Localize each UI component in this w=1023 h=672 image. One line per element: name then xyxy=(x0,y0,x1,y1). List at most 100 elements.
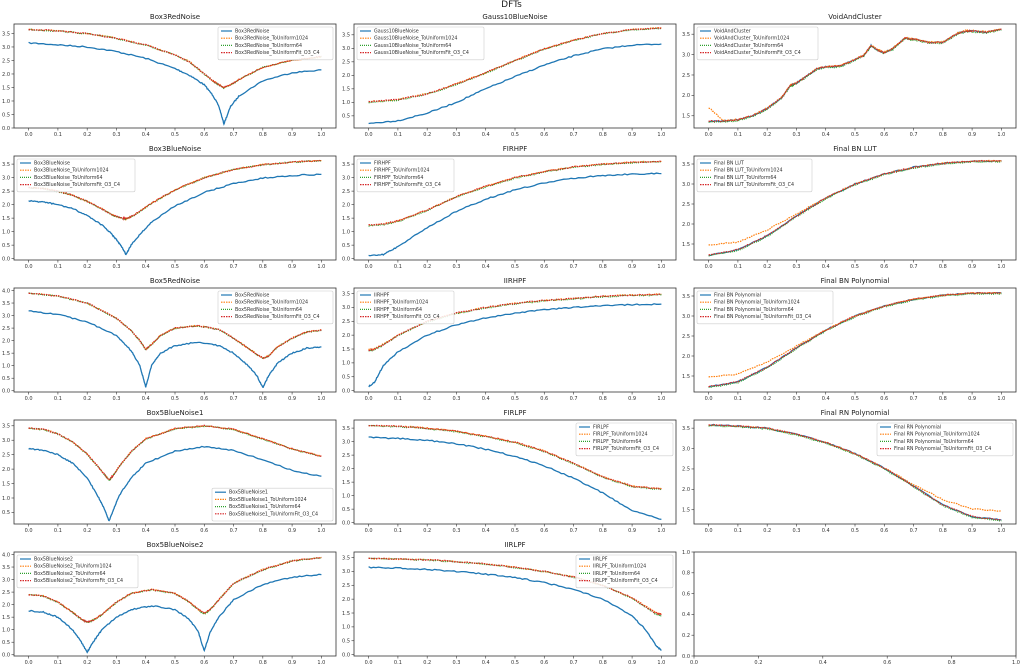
x-tick-label: 0.4 xyxy=(822,528,830,534)
y-tick-label: 3.0 xyxy=(2,313,10,319)
plot-area: 0.0 0.1 0.2 0.3 0.4 0.5 0.6 0.7 0.8 0.9 1.0 0.0 0.5 1… xyxy=(2,551,337,666)
legend-label: Box3RedNoise_ToUniform64 xyxy=(235,43,302,49)
y-tick-label: 3.5 xyxy=(2,565,10,571)
y-tick-label: 2.0 xyxy=(2,202,10,208)
x-tick-label: 0.8 xyxy=(939,528,947,534)
legend-label: Final BN Polynomial xyxy=(714,293,761,299)
y-tick-label: 0.0 xyxy=(342,520,350,526)
x-tick-label: 0.4 xyxy=(142,132,150,138)
legend-box xyxy=(575,422,674,457)
subplot: Box3RedNoise 0.0 0.1 0.2 0.3 0.4 0.5 0.6 0.7 0.8 0… xyxy=(2,13,337,138)
x-tick-label: 0.9 xyxy=(628,264,636,270)
subplot-title: Box3BlueNoise xyxy=(148,145,202,153)
x-tick-label: 0.5 xyxy=(171,660,179,666)
series-line-to-uniform-fit xyxy=(368,27,662,103)
x-tick-label: 0.3 xyxy=(452,396,460,402)
x-tick-label: 0.5 xyxy=(851,264,859,270)
y-tick-label: 1.5 xyxy=(342,611,350,617)
x-tick-label: 0.7 xyxy=(910,132,918,138)
x-tick-label: 0.2 xyxy=(83,264,91,270)
plot-area: 0.0 0.1 0.2 0.3 0.4 0.5 0.6 0.7 0.8 0.9 1.0 0.0 0.5 1… xyxy=(342,155,677,270)
x-tick-label: 0.8 xyxy=(599,264,607,270)
x-tick-label: 0.4 xyxy=(142,660,150,666)
legend-label: Gauss10BlueNoise_ToUniform1024 xyxy=(374,36,457,42)
y-tick-label: 0.5 xyxy=(2,640,10,646)
series-line-base xyxy=(368,303,662,388)
legend-label: FIRHPF_ToUniform64 xyxy=(374,175,423,181)
x-tick-label: 0.0 xyxy=(25,528,33,534)
legend-box xyxy=(696,158,813,193)
y-tick-label: 3.5 xyxy=(2,31,10,37)
y-tick-label: 2.0 xyxy=(2,602,10,608)
legend-label: Box5RedNoise_ToUniformFit_O3_C4 xyxy=(235,314,320,320)
legend-label: Final BN Polynomial_ToUniform1024 xyxy=(714,300,800,306)
x-tick-label: 0.1 xyxy=(54,528,62,534)
x-tick-label: 0.6 xyxy=(880,264,888,270)
y-tick-label: 3.0 xyxy=(342,439,350,445)
x-tick-label: 0.1 xyxy=(734,396,742,402)
x-tick-label: 0.2 xyxy=(423,528,431,534)
y-tick-label: 1.5 xyxy=(2,351,10,357)
legend-label: IIRLPF_ToUniformFit_O3_C4 xyxy=(593,578,658,584)
y-tick-label: 1.0 xyxy=(342,229,350,235)
plot-area: 0.0 0.1 0.2 0.3 0.4 0.5 0.6 0.7 0.8 0.9 1.0 0.5 1.0 1… xyxy=(342,23,677,138)
x-tick-label: 0.2 xyxy=(83,528,91,534)
x-tick-label: 0.9 xyxy=(288,528,296,534)
y-tick-label: 1.0 xyxy=(2,496,10,502)
y-tick-label: 1.0 xyxy=(2,99,10,105)
y-tick-label: 2.5 xyxy=(2,58,10,64)
subplot: Box5BlueNoise1 0.0 0.1 0.2 0.3 0.4 0.5 0.6 0.7 0.… xyxy=(2,409,337,534)
legend-box xyxy=(217,290,334,325)
legend-label: VoidAndCluster_ToUniformFit_O3_C4 xyxy=(714,50,801,56)
series-line-base xyxy=(368,43,662,125)
legend-label: Box5BlueNoise1 xyxy=(229,490,268,496)
legend-box xyxy=(696,290,834,325)
x-tick-label: 0.4 xyxy=(822,264,830,270)
legend: FIRHPFFIRHPF_ToUniform1024FIRHPF_ToUnifo… xyxy=(356,158,455,193)
y-tick-label: 2.5 xyxy=(342,319,350,325)
x-tick-label: 0.5 xyxy=(171,132,179,138)
legend-label: Final BN LUT xyxy=(714,161,744,167)
legend: Box5BlueNoise2Box5BlueNoise2_ToUniform10… xyxy=(16,554,139,589)
x-tick-label: 0.0 xyxy=(25,396,33,402)
x-tick-label: 0.5 xyxy=(851,396,859,402)
x-tick-label: 0.4 xyxy=(482,396,490,402)
series-line-to-uniform-fit xyxy=(368,424,662,490)
x-tick-label: 0.6 xyxy=(880,396,888,402)
x-tick-label: 0.9 xyxy=(288,660,296,666)
series-line-to-uniform-fit xyxy=(708,159,1002,256)
x-tick-label: 0.5 xyxy=(171,528,179,534)
plot-area: 0.0 0.1 0.2 0.3 0.4 0.5 0.6 0.7 0.8 0.9 1.0 1.5 2.0 2… xyxy=(682,287,1017,402)
plot-area: 0.0 0.1 0.2 0.3 0.4 0.5 0.6 0.7 0.8 0.9 1.0 0.0 0.5 1… xyxy=(342,551,677,666)
legend-label: Box3BlueNoise_ToUniformFit_O3_C4 xyxy=(34,182,120,188)
legend-label: Box5BlueNoise1_ToUniform64 xyxy=(229,504,301,510)
subplot: Final BN Polynomial 0.0 0.1 0.2 0.3 0.4 0.5 0.6… xyxy=(682,277,1017,402)
x-tick-label: 0.6 xyxy=(200,264,208,270)
series-line-to-uniform-1024 xyxy=(28,425,322,481)
x-tick-label: 0.7 xyxy=(230,264,238,270)
legend-label: Box3BlueNoise_ToUniform1024 xyxy=(34,168,109,174)
series-line-base xyxy=(368,436,662,521)
x-tick-label: 0.2 xyxy=(83,396,91,402)
y-tick-label: 2.0 xyxy=(682,93,690,99)
legend-label: Box5BlueNoise2_ToUniform64 xyxy=(34,571,106,577)
x-tick-label: 0.2 xyxy=(763,132,771,138)
y-tick-label: 2.0 xyxy=(342,202,350,208)
series-line-base xyxy=(368,566,662,652)
x-tick-label: 0.6 xyxy=(540,132,548,138)
legend-box xyxy=(211,487,334,522)
y-tick-label: 0.4 xyxy=(682,612,690,618)
legend-box xyxy=(217,26,334,61)
x-tick-label: 0.9 xyxy=(628,660,636,666)
x-tick-label: 0.7 xyxy=(570,132,578,138)
y-tick-label: 2.0 xyxy=(342,466,350,472)
x-tick-label: 0.8 xyxy=(259,528,267,534)
legend-label: IIRHPF_ToUniformFit_O3_C4 xyxy=(374,314,440,320)
x-tick-label: 0.1 xyxy=(734,264,742,270)
subplot: 0.0 0.2 0.4 0.6 0.8 1.0 0.0 0.2 0.4 0.6 0.8 1.0 xyxy=(682,550,1020,666)
x-tick-label: 0.5 xyxy=(511,132,519,138)
x-tick-label: 0.9 xyxy=(288,264,296,270)
legend-label: Final BN LUT_ToUniform64 xyxy=(714,175,776,181)
